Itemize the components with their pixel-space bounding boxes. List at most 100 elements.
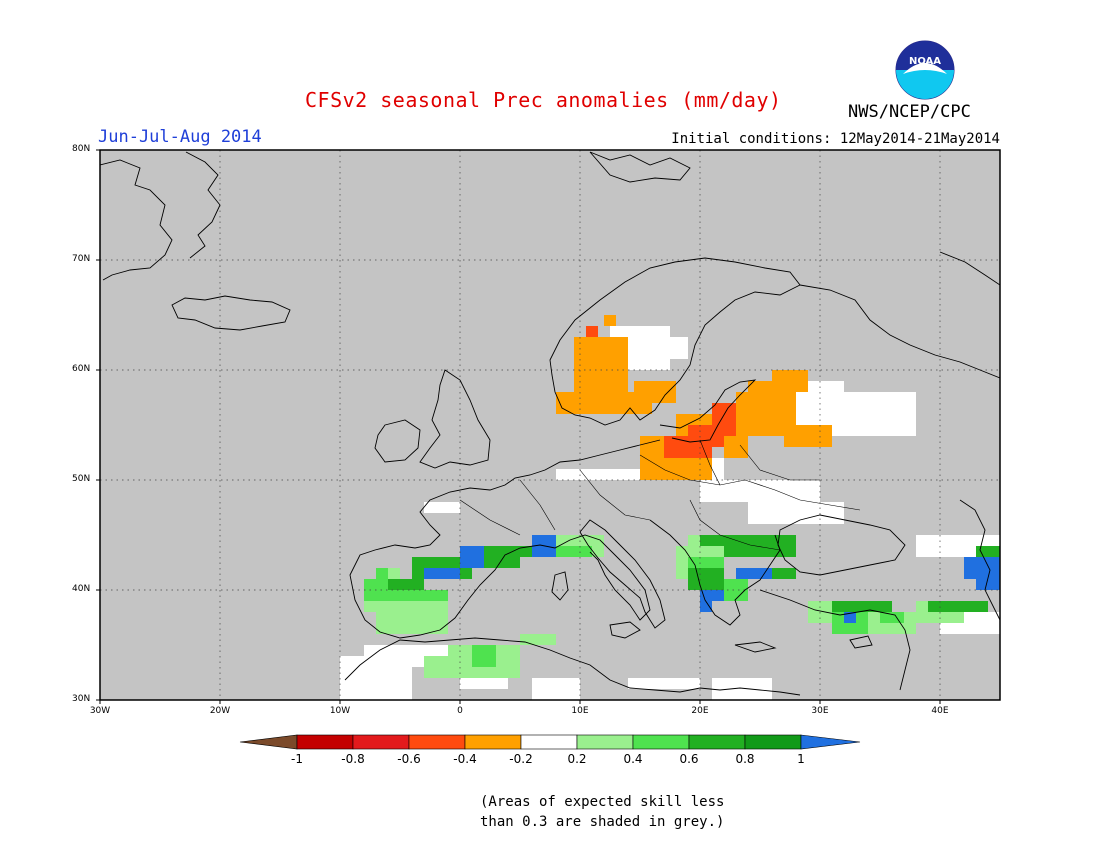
anomaly-cell-orange — [574, 337, 628, 398]
coastline-turkey — [759, 589, 911, 691]
anomaly-cell-green — [472, 645, 496, 667]
anomaly-cell-dark-green — [724, 535, 796, 557]
anomaly-cell-neutral — [712, 678, 772, 700]
colorbar-arrow-right — [800, 734, 861, 750]
colorbar-label-neg1: -1 — [291, 752, 303, 766]
season-label: Jun-Jul-Aug 2014 — [98, 127, 262, 147]
colorbar-bin-neg1 — [296, 734, 354, 750]
anomaly-cell-blue — [460, 546, 484, 568]
colorbar-bin-pos04 — [632, 734, 690, 750]
lat-label-60n: 60N — [72, 364, 91, 374]
anomaly-cell-neutral — [748, 502, 844, 524]
anomaly-cell-red — [586, 326, 598, 337]
lon-label-0: 0 — [457, 706, 463, 716]
coastline-iceland — [171, 295, 291, 331]
lat-label-70n: 70N — [72, 254, 91, 264]
anomaly-cell-neutral — [700, 480, 820, 502]
anomaly-cell-red — [688, 425, 724, 447]
colorbar-label-pos02: 0.2 — [567, 752, 587, 766]
noaa-logo-text: NOAA — [909, 56, 941, 67]
agency-label: NWS/NCEP/CPC — [848, 102, 971, 122]
anomaly-cell-blue — [424, 568, 460, 579]
colorbar-label-pos1: 1 — [797, 752, 805, 766]
map-frame — [99, 149, 1001, 701]
anomaly-cell-light-green — [520, 634, 556, 645]
skill-note-line-1: (Areas of expected skill less — [480, 794, 725, 810]
lon-label-30e: 30E — [811, 706, 829, 716]
map-gridlines — [100, 150, 1000, 700]
lon-label-10e: 10E — [571, 706, 589, 716]
colorbar-label-pos04: 0.4 — [623, 752, 643, 766]
coastline-italy — [579, 519, 666, 629]
coastline-sicily — [609, 621, 641, 639]
coastline-continent — [349, 439, 661, 639]
coastline-greenland — [100, 159, 173, 281]
lon-label-10w: 10W — [329, 706, 351, 716]
lat-label-50n: 50N — [72, 474, 91, 484]
coastline-ireland — [374, 419, 421, 463]
anomaly-cell-green — [400, 590, 448, 601]
anomaly-cell-blue — [736, 568, 772, 579]
country-borders — [459, 439, 861, 551]
coastlines — [100, 151, 1000, 696]
colorbar-arrow-left — [239, 734, 298, 750]
colorbar-bin-pos08 — [744, 734, 802, 750]
lat-label-40n: 40N — [72, 584, 91, 594]
anomaly-cell-neutral — [640, 337, 688, 359]
colorbar-label-neg04: -0.4 — [453, 752, 477, 766]
coastline-novaya — [939, 251, 1000, 286]
anomaly-cell-orange — [784, 425, 832, 447]
anomaly-cell-blue — [844, 612, 856, 623]
colorbar — [239, 734, 861, 750]
coastline-cyprus — [849, 635, 873, 649]
anomaly-cell-orange — [748, 381, 784, 403]
lat-label-30n: 30N — [72, 694, 91, 704]
coastline-balkans — [649, 519, 781, 626]
coastline-crete — [734, 641, 777, 653]
skill-note-line-2: than 0.3 are shaded in grey.) — [480, 814, 725, 830]
anomaly-cell-green — [880, 612, 904, 623]
coastline-scandinavia — [549, 257, 801, 426]
lon-label-30w: 30W — [89, 706, 111, 716]
anomaly-cell-orange — [634, 381, 676, 403]
colorbar-bin-neg08 — [352, 734, 410, 750]
lon-label-40e: 40E — [931, 706, 949, 716]
colorbar-bin-neg06 — [408, 734, 466, 750]
coastline-black-sea — [777, 514, 906, 576]
anomaly-cell-blue — [976, 579, 1000, 590]
colorbar-bin-pos06 — [688, 734, 746, 750]
anomaly-cell-neutral — [628, 678, 700, 689]
initial-conditions-label: Initial conditions: 12May2014-21May2014 — [671, 131, 1000, 147]
coastline-baltic — [659, 379, 757, 443]
anomaly-cell-green — [688, 557, 724, 568]
coastline-svalbard — [589, 151, 691, 183]
coastline-russia-north — [799, 284, 1000, 379]
coastline-africa — [344, 637, 801, 696]
colorbar-label-neg06: -0.6 — [397, 752, 421, 766]
anomaly-cell-dark-green — [388, 579, 424, 590]
anomaly-cell-dark-green — [832, 601, 892, 612]
colorbar-label-pos06: 0.6 — [679, 752, 699, 766]
skill-note: (Areas of expected skill less than 0.3 a… — [480, 792, 724, 832]
lon-label-20w: 20W — [209, 706, 231, 716]
chart-title: CFSv2 seasonal Prec anomalies (mm/day) — [305, 88, 782, 112]
coastline-caspian — [959, 499, 1000, 621]
coastline-greenland-east — [185, 151, 221, 259]
anomaly-cell-neutral — [424, 502, 460, 513]
colorbar-bin-neutral — [520, 734, 578, 750]
colorbar-bin-pos02 — [576, 734, 634, 750]
colorbar-bin-neg04 — [464, 734, 522, 750]
anomaly-cell-green — [556, 546, 592, 557]
coastline-sardinia — [551, 571, 569, 601]
colorbar-label-pos08: 0.8 — [735, 752, 755, 766]
anomaly-cell-dark-green — [928, 601, 988, 612]
map-ticks — [96, 149, 941, 704]
anomaly-cell-orange — [604, 315, 616, 326]
anomaly-cell-dark-green — [688, 568, 724, 590]
anomaly-cell-neutral — [532, 678, 580, 700]
lat-label-80n: 80N — [72, 144, 91, 154]
colorbar-label-neg08: -0.8 — [341, 752, 365, 766]
noaa-logo: NOAA — [895, 40, 955, 100]
anomaly-cell-dark-green — [700, 535, 736, 546]
